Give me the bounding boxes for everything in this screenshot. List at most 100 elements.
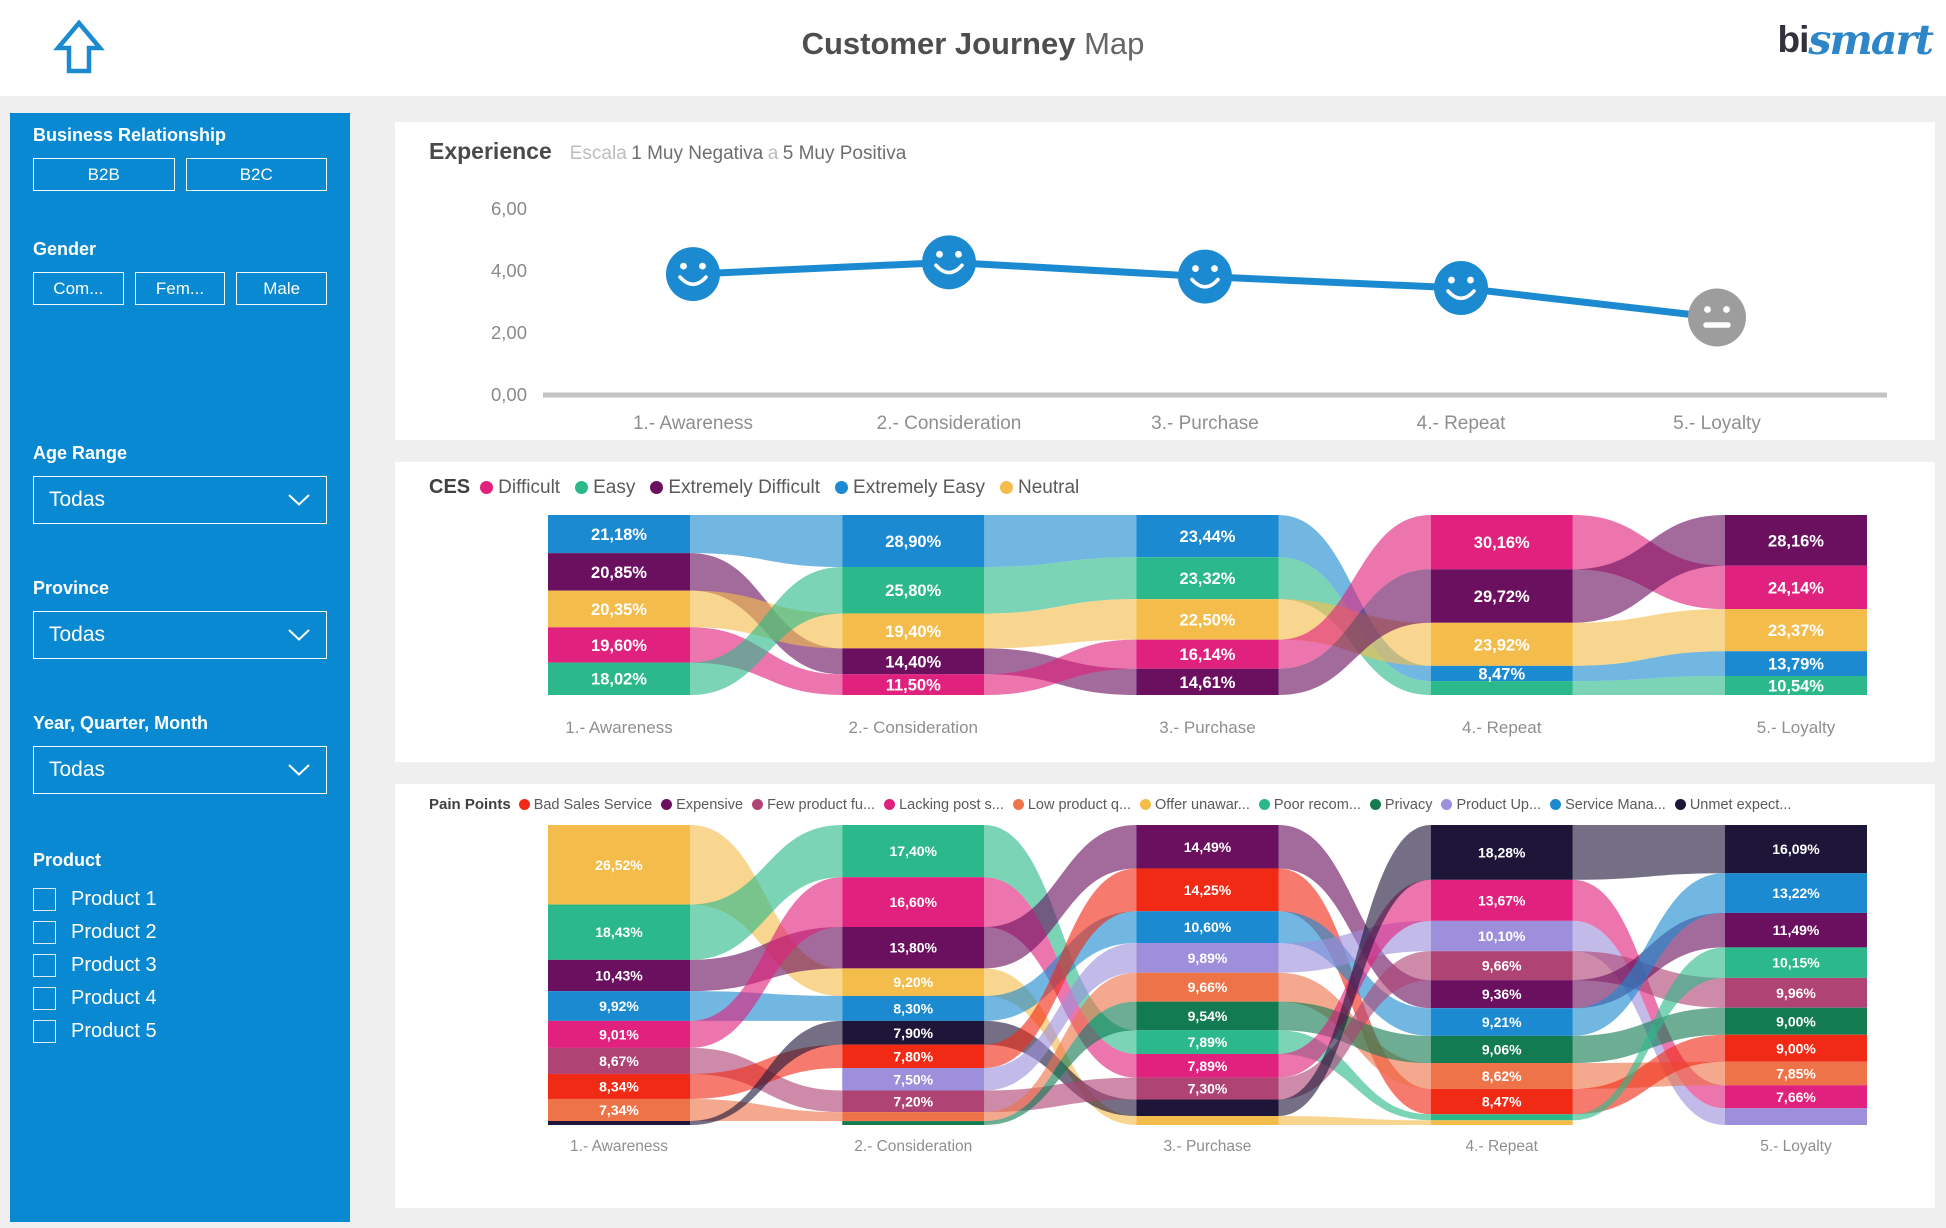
node-segment-easy[interactable]: [1430, 681, 1573, 695]
node-segment-poor_recom[interactable]: [1430, 1114, 1573, 1121]
node-segment-few_product[interactable]: [1725, 977, 1867, 1008]
node-segment-difficult[interactable]: [1136, 639, 1279, 669]
node-segment-extremely_difficult[interactable]: [548, 553, 690, 591]
filter-button-male[interactable]: Male: [236, 272, 328, 305]
node-segment-unmet_expect[interactable]: [1136, 1099, 1279, 1117]
node-segment-difficult[interactable]: [842, 674, 985, 695]
home-button[interactable]: [44, 10, 114, 84]
pp-legend-item-privacy[interactable]: Privacy: [1369, 797, 1432, 813]
checkbox-item-product-1[interactable]: Product 1: [33, 883, 327, 916]
node-segment-lacking_post[interactable]: [548, 1020, 690, 1048]
node-segment-lacking_post[interactable]: [1430, 879, 1573, 921]
node-segment-unmet_expect[interactable]: [1430, 825, 1573, 880]
node-segment-privacy[interactable]: [1430, 1035, 1573, 1064]
node-segment-expensive[interactable]: [548, 959, 690, 992]
pp-legend-item-bad-sales-service[interactable]: Bad Sales Service: [518, 797, 652, 813]
node-segment-unmet_expect[interactable]: [1725, 825, 1867, 874]
node-segment-service_mana[interactable]: [1136, 911, 1279, 944]
node-segment-offer_unaware[interactable]: [842, 968, 985, 996]
node-segment-extremely_easy[interactable]: [1430, 665, 1573, 682]
node-segment-product_up[interactable]: [1725, 1108, 1867, 1125]
node-segment-neutral[interactable]: [548, 590, 690, 628]
node-segment-few_product[interactable]: [1430, 951, 1573, 981]
node-segment-product_up[interactable]: [842, 1068, 985, 1091]
node-segment-poor_recom[interactable]: [842, 825, 985, 878]
checkbox-box[interactable]: [33, 921, 56, 944]
checkbox-box[interactable]: [33, 1020, 56, 1043]
pp-legend-item-unmet-expect[interactable]: Unmet expect...: [1674, 797, 1791, 813]
node-segment-few_product[interactable]: [1136, 1077, 1279, 1100]
node-segment-difficult[interactable]: [1725, 565, 1867, 610]
node-segment-easy[interactable]: [842, 567, 985, 614]
node-segment-privacy[interactable]: [1725, 1007, 1867, 1035]
node-segment-neutral[interactable]: [1430, 622, 1573, 666]
node-segment-low_product[interactable]: [548, 1098, 690, 1121]
node-segment-expensive[interactable]: [1430, 980, 1573, 1009]
node-segment-service_mana[interactable]: [842, 996, 985, 1021]
node-segment-difficult[interactable]: [548, 627, 690, 663]
node-segment-bad_sales_service[interactable]: [842, 1044, 985, 1068]
node-segment-extremely_easy[interactable]: [842, 515, 985, 568]
node-segment-extremely_easy[interactable]: [1136, 515, 1279, 558]
node-segment-product_up[interactable]: [1136, 943, 1279, 973]
node-segment-offer_unaware[interactable]: [1136, 1116, 1279, 1125]
pp-legend-item-expensive[interactable]: Expensive: [661, 797, 743, 813]
node-segment-poor_recom[interactable]: [548, 904, 690, 960]
checkbox-item-product-4[interactable]: Product 4: [33, 982, 327, 1015]
checkbox-box[interactable]: [33, 987, 56, 1010]
node-segment-expensive[interactable]: [1725, 912, 1867, 948]
node-segment-offer_unaware[interactable]: [548, 825, 690, 905]
filter-button-com[interactable]: Com...: [33, 272, 124, 305]
checkbox-box[interactable]: [33, 954, 56, 977]
dropdown-year-quarter-month[interactable]: Todas: [33, 746, 327, 794]
node-segment-low_product[interactable]: [1136, 972, 1279, 1002]
node-segment-product_up[interactable]: [1430, 920, 1573, 952]
filter-button-b2b[interactable]: B2B: [33, 158, 175, 191]
ces-legend-item-extremely-easy[interactable]: Extremely Easy: [835, 477, 985, 499]
node-segment-neutral[interactable]: [1136, 599, 1279, 640]
filter-button-fem[interactable]: Fem...: [134, 272, 226, 305]
node-segment-difficult[interactable]: [1430, 515, 1573, 570]
checkbox-item-product-3[interactable]: Product 3: [33, 949, 327, 982]
node-segment-expensive[interactable]: [842, 927, 985, 969]
ces-legend-item-difficult[interactable]: Difficult: [480, 477, 560, 499]
node-segment-extremely_difficult[interactable]: [1725, 515, 1867, 566]
node-segment-extremely_difficult[interactable]: [842, 648, 985, 675]
node-segment-offer_unaware[interactable]: [1430, 1120, 1573, 1125]
node-segment-easy[interactable]: [1725, 676, 1867, 695]
node-segment-low_product[interactable]: [842, 1112, 985, 1122]
node-segment-expensive[interactable]: [1136, 825, 1279, 869]
node-segment-lacking_post[interactable]: [842, 877, 985, 927]
ces-legend-item-easy[interactable]: Easy: [575, 477, 635, 499]
node-segment-neutral[interactable]: [842, 613, 985, 649]
node-segment-poor_recom[interactable]: [1725, 947, 1867, 978]
node-segment-easy[interactable]: [548, 662, 690, 695]
node-segment-low_product[interactable]: [1725, 1061, 1867, 1086]
pp-legend-item-few-product-fu[interactable]: Few product fu...: [752, 797, 875, 813]
node-segment-few_product[interactable]: [842, 1090, 985, 1113]
node-segment-lacking_post[interactable]: [1725, 1085, 1867, 1109]
node-segment-privacy[interactable]: [1136, 1001, 1279, 1031]
node-segment-low_product[interactable]: [1430, 1063, 1573, 1089]
node-segment-bad_sales_service[interactable]: [1430, 1088, 1573, 1115]
node-segment-extremely_easy[interactable]: [548, 515, 690, 554]
node-segment-privacy[interactable]: [842, 1121, 985, 1125]
dropdown-age-range[interactable]: Todas: [33, 476, 327, 524]
node-segment-bad_sales_service[interactable]: [1725, 1034, 1867, 1062]
pp-legend-item-service-mana[interactable]: Service Mana...: [1550, 797, 1666, 813]
node-segment-extremely_easy[interactable]: [1725, 651, 1867, 677]
node-segment-unmet_expect[interactable]: [548, 1120, 690, 1125]
pp-legend-item-offer-unawar[interactable]: Offer unawar...: [1140, 797, 1250, 813]
pp-legend-item-product-up[interactable]: Product Up...: [1441, 797, 1541, 813]
ces-legend-item-neutral[interactable]: Neutral: [1000, 477, 1079, 499]
filter-button-b2c[interactable]: B2C: [185, 158, 327, 191]
node-segment-service_mana[interactable]: [1725, 873, 1867, 913]
node-segment-poor_recom[interactable]: [1136, 1030, 1279, 1054]
node-segment-neutral[interactable]: [1725, 609, 1867, 652]
checkbox-box[interactable]: [33, 888, 56, 911]
pp-legend-item-lacking-post-s[interactable]: Lacking post s...: [884, 797, 1004, 813]
pp-legend-item-low-product-q[interactable]: Low product q...: [1012, 797, 1131, 813]
node-segment-service_mana[interactable]: [1430, 1008, 1573, 1036]
node-segment-easy[interactable]: [1136, 557, 1279, 600]
node-segment-bad_sales_service[interactable]: [548, 1073, 690, 1099]
